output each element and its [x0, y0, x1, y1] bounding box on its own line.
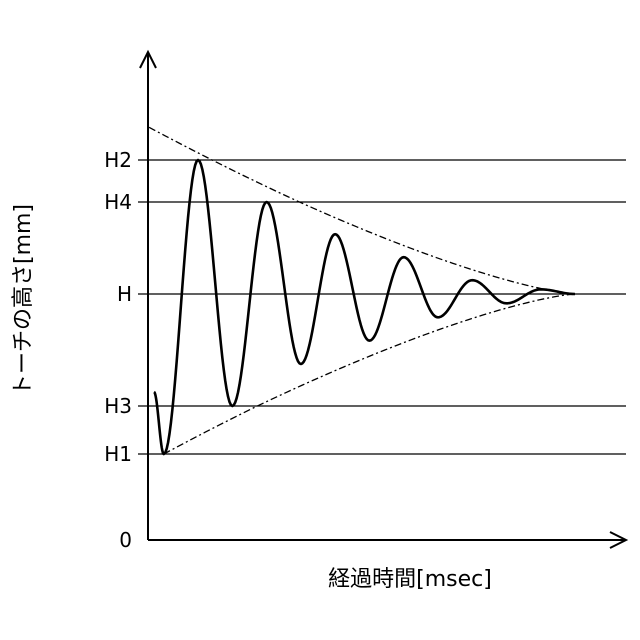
envelope-curves — [149, 127, 575, 454]
y-level-label-h: H — [117, 282, 132, 306]
y-level-label-h4: H4 — [104, 190, 132, 214]
y-level-label-h2: H2 — [104, 148, 132, 172]
level-lines — [138, 160, 626, 454]
y-level-label-0: 0 — [119, 528, 132, 552]
y-level-labels: H2 H4 H H3 H1 0 — [104, 148, 132, 552]
x-axis-title: 経過時間[msec] — [328, 567, 492, 592]
y-axis-title: トーチの高さ[mm] — [11, 204, 36, 396]
axes — [140, 52, 626, 548]
y-level-label-h3: H3 — [104, 394, 132, 418]
y-level-label-h1: H1 — [104, 442, 132, 466]
